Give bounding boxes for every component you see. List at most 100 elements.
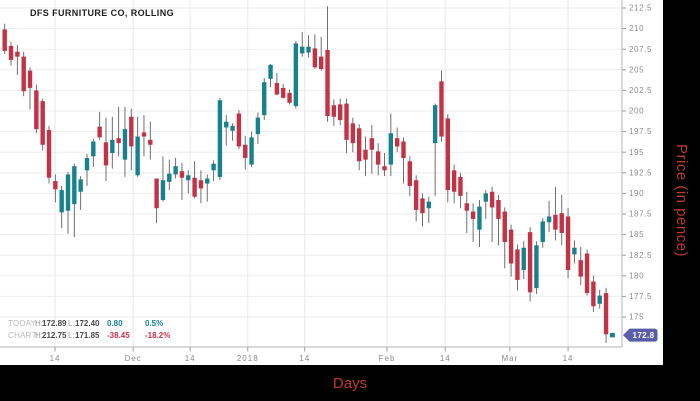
candle-up[interactable] <box>300 46 305 54</box>
candle-down[interactable] <box>319 56 324 69</box>
candle-down[interactable] <box>281 87 286 98</box>
candle-down[interactable] <box>274 82 280 95</box>
candle-up[interactable] <box>540 221 545 243</box>
candle-down[interactable] <box>8 45 14 60</box>
candle-up[interactable] <box>59 190 64 213</box>
candle-up[interactable] <box>65 174 71 211</box>
candle-up[interactable] <box>546 216 552 223</box>
candle-up[interactable] <box>135 136 140 176</box>
candle-down[interactable] <box>27 70 33 88</box>
candle-down[interactable] <box>363 149 368 160</box>
candle-down[interactable] <box>420 198 425 214</box>
candle-down[interactable] <box>489 191 495 208</box>
candle-up[interactable] <box>262 82 267 116</box>
candle-up[interactable] <box>293 43 299 107</box>
chart-panel: 212.5 210 207.5 205 202.5 200 197.5 195 192.5 190… <box>0 0 663 365</box>
candle-down[interactable] <box>375 151 381 165</box>
candle-down[interactable] <box>350 123 356 144</box>
candle-up[interactable] <box>72 166 77 205</box>
candle-down[interactable] <box>394 138 400 147</box>
candle-down[interactable] <box>337 104 343 121</box>
candle-up[interactable] <box>432 105 438 144</box>
candle-down[interactable] <box>331 105 337 117</box>
candle-down[interactable] <box>46 129 52 178</box>
candle-down[interactable] <box>116 138 121 144</box>
candle-down[interactable] <box>53 181 58 190</box>
candle-up[interactable] <box>255 117 261 135</box>
candle-down[interactable] <box>243 144 248 158</box>
candle-up[interactable] <box>84 157 90 171</box>
candle-up[interactable] <box>572 247 577 255</box>
candle-down[interactable] <box>103 142 109 166</box>
candle-down[interactable] <box>382 166 387 171</box>
candle-down[interactable] <box>502 211 507 243</box>
candle-down[interactable] <box>236 113 242 147</box>
candle-up[interactable] <box>306 46 311 53</box>
candle-down[interactable] <box>439 81 444 137</box>
candle-down[interactable] <box>312 48 318 68</box>
candle-down[interactable] <box>2 29 7 51</box>
candle-down[interactable] <box>458 176 463 196</box>
candle-down[interactable] <box>325 50 330 116</box>
candle-up[interactable] <box>205 178 210 184</box>
candlestick-chart-canvas[interactable]: 212.5 210 207.5 205 202.5 200 197.5 195 192.5 190… <box>0 0 663 365</box>
candle-up[interactable] <box>268 64 273 79</box>
candle-down[interactable] <box>15 51 20 57</box>
candle-up[interactable] <box>477 206 482 230</box>
candle-down[interactable] <box>40 101 45 145</box>
candle-up[interactable] <box>426 201 432 209</box>
candle-down[interactable] <box>578 260 583 277</box>
candle-up[interactable] <box>167 173 172 182</box>
candle-down[interactable] <box>154 178 159 209</box>
candle-up[interactable] <box>483 193 488 202</box>
candle-up[interactable] <box>249 137 254 165</box>
candle-down[interactable] <box>508 229 514 264</box>
candle-up[interactable] <box>186 175 191 181</box>
candle-down[interactable] <box>192 177 197 197</box>
candle-down[interactable] <box>553 214 558 230</box>
candle-down[interactable] <box>464 203 469 211</box>
candle-down[interactable] <box>401 141 406 158</box>
candle-down[interactable] <box>198 180 204 189</box>
candle-up[interactable] <box>122 129 128 160</box>
candle-up[interactable] <box>217 100 223 177</box>
candle-up[interactable] <box>78 179 83 192</box>
candle-down[interactable] <box>515 249 520 280</box>
candle-down[interactable] <box>179 171 185 178</box>
candle-up[interactable] <box>230 125 235 131</box>
candle-up[interactable] <box>160 180 166 200</box>
candle-down[interactable] <box>141 132 147 137</box>
candle-up[interactable] <box>388 133 394 165</box>
candle-up[interactable] <box>110 139 115 154</box>
candle-up[interactable] <box>91 141 96 157</box>
candle-down[interactable] <box>603 293 609 335</box>
x-tick-label: 2018 <box>237 354 259 363</box>
candle-down[interactable] <box>356 128 362 162</box>
candle-down[interactable] <box>148 139 153 145</box>
candle-down[interactable] <box>565 216 571 271</box>
candle-down[interactable] <box>470 211 476 219</box>
candle-down[interactable] <box>407 161 413 186</box>
candle-up[interactable] <box>597 295 602 304</box>
candle-down[interactable] <box>97 126 102 138</box>
candle-down[interactable] <box>129 116 134 147</box>
candle-down[interactable] <box>34 90 39 130</box>
candle-down[interactable] <box>527 232 533 293</box>
candle-down[interactable] <box>451 170 457 192</box>
candle-down[interactable] <box>413 180 419 210</box>
candle-down[interactable] <box>584 253 590 294</box>
candle-up[interactable] <box>521 247 526 271</box>
candle-down[interactable] <box>287 92 292 103</box>
y-tick-label: 197.5 <box>629 127 652 136</box>
candle-up[interactable] <box>173 166 178 175</box>
candle-down[interactable] <box>591 281 596 307</box>
candle-up[interactable] <box>211 163 216 171</box>
candle-up[interactable] <box>224 121 229 128</box>
candle-down[interactable] <box>21 56 26 92</box>
candle-down[interactable] <box>344 103 349 140</box>
candle-down[interactable] <box>496 199 501 219</box>
candle-down[interactable] <box>445 118 450 191</box>
candle-down[interactable] <box>559 213 564 233</box>
candle-up[interactable] <box>534 245 539 289</box>
candle-down[interactable] <box>369 138 375 150</box>
